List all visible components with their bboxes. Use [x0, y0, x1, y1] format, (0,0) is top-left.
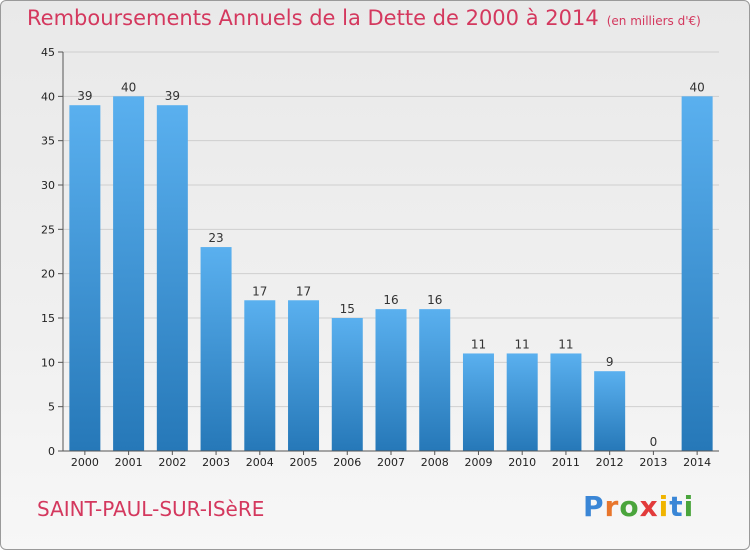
logo-letter: o: [619, 490, 640, 523]
data-label-2013: 0: [650, 435, 658, 449]
data-label-2004: 17: [252, 284, 267, 298]
bar-2008: [419, 309, 451, 451]
x-tick-label-2008: 2008: [421, 456, 449, 469]
x-tick-label-2006: 2006: [333, 456, 361, 469]
x-tick-label-2009: 2009: [464, 456, 492, 469]
y-tick-label: 35: [41, 135, 55, 148]
chart-title: Remboursements Annuels de la Dette de 20…: [27, 6, 701, 30]
data-labels: 39 40 39 23 17 17 15 16 16 11 11 11 9 0 40: [77, 80, 705, 449]
y-tick-label: 30: [41, 179, 55, 192]
proxiti-logo: Proxiti: [583, 490, 694, 523]
chart-subtitle: (en milliers d'€): [606, 14, 701, 28]
data-label-2005: 17: [296, 284, 311, 298]
x-tick-label-2004: 2004: [246, 456, 274, 469]
bar-2009: [462, 353, 494, 451]
data-label-2002: 39: [165, 89, 180, 103]
data-label-2007: 16: [383, 293, 398, 307]
x-tick-label-2014: 2014: [683, 456, 711, 469]
data-label-2001: 40: [121, 80, 136, 94]
x-tick-label-2003: 2003: [202, 456, 230, 469]
x-tick-label-2013: 2013: [639, 456, 667, 469]
logo-letter: i: [683, 490, 695, 523]
x-tick-label-2011: 2011: [552, 456, 580, 469]
bar-2001: [113, 96, 145, 451]
chart-title-text: Remboursements Annuels de la Dette de 20…: [27, 6, 599, 30]
x-tick-label-2007: 2007: [377, 456, 405, 469]
logo-letter: i: [658, 490, 670, 523]
x-tick-label-2010: 2010: [508, 456, 536, 469]
bar-2007: [375, 309, 407, 451]
data-label-2014: 40: [689, 80, 704, 94]
bar-2000: [69, 105, 101, 451]
bar-2002: [156, 105, 188, 451]
axes: 0 5 10 15 20 25 30 35 40 45 2000 2001 2002 2003 2004 20…: [41, 46, 719, 469]
y-tick-label: 40: [41, 90, 55, 103]
logo-letter: r: [604, 490, 620, 523]
y-tick-label: 25: [41, 223, 55, 236]
city-name: SAINT-PAUL-SUR-ISèRE: [37, 497, 265, 521]
y-tick-label: 0: [48, 445, 55, 458]
logo-letter: P: [583, 490, 605, 523]
x-tick-label-2005: 2005: [290, 456, 318, 469]
y-tick-label: 20: [41, 268, 55, 281]
data-label-2011: 11: [558, 337, 573, 351]
data-label-2010: 11: [515, 337, 530, 351]
bar-2012: [594, 371, 626, 451]
bar-2006: [331, 318, 363, 451]
x-tick-label-2012: 2012: [596, 456, 624, 469]
y-tick-label: 15: [41, 312, 55, 325]
bar-2003: [200, 247, 232, 451]
y-tick-label: 10: [41, 356, 55, 369]
x-tick-label-2000: 2000: [71, 456, 99, 469]
bar-2005: [288, 300, 320, 451]
data-label-2006: 15: [340, 302, 355, 316]
bar-2004: [244, 300, 276, 451]
logo-letter: x: [639, 490, 659, 523]
data-label-2009: 11: [471, 337, 486, 351]
bars: [69, 96, 713, 451]
logo-letter: t: [669, 490, 684, 523]
bar-2011: [550, 353, 582, 451]
data-label-2000: 39: [77, 89, 92, 103]
data-label-2008: 16: [427, 293, 442, 307]
data-label-2012: 9: [606, 355, 614, 369]
data-label-2003: 23: [208, 231, 223, 245]
y-tick-label: 45: [41, 46, 55, 59]
x-tick-label-2001: 2001: [115, 456, 143, 469]
y-tick-label: 5: [48, 401, 55, 414]
bar-2014: [681, 96, 713, 451]
bar-2010: [506, 353, 538, 451]
x-tick-label-2002: 2002: [158, 456, 186, 469]
